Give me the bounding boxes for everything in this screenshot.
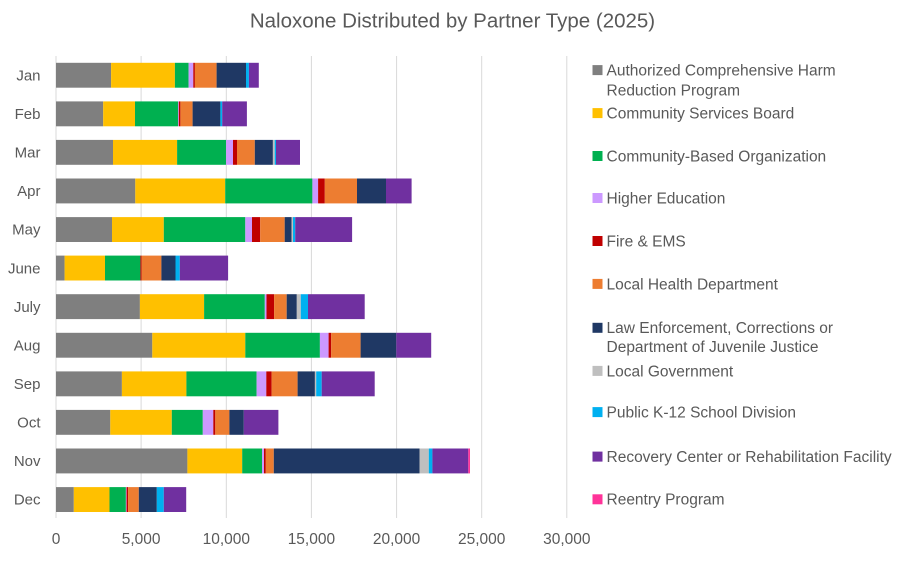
svg-text:Community-Based Organization: Community-Based Organization (607, 148, 827, 165)
svg-text:Nov: Nov (14, 453, 41, 470)
svg-text:May: May (12, 222, 41, 239)
svg-text:Oct: Oct (17, 415, 41, 432)
svg-text:20,000: 20,000 (373, 531, 421, 548)
svg-text:Authorized Comprehensive Harm: Authorized Comprehensive Harm (607, 63, 836, 80)
svg-text:10,000: 10,000 (203, 531, 251, 548)
svg-text:15,000: 15,000 (288, 531, 336, 548)
svg-text:Naloxone Distributed by Partne: Naloxone Distributed by Partner Type (20… (250, 10, 655, 33)
svg-text:Fire & EMS: Fire & EMS (607, 233, 686, 250)
svg-text:Jan: Jan (16, 68, 40, 85)
svg-text:June: June (8, 260, 41, 277)
svg-text:Feb: Feb (15, 106, 41, 123)
svg-text:30,000: 30,000 (543, 531, 591, 548)
svg-text:Public K-12 School Division: Public K-12 School Division (607, 405, 797, 422)
svg-text:5,000: 5,000 (122, 531, 161, 548)
svg-text:Dec: Dec (14, 492, 41, 509)
svg-text:Community Services Board: Community Services Board (607, 106, 795, 123)
svg-text:Sep: Sep (14, 376, 41, 393)
svg-text:Local Government: Local Government (607, 363, 734, 380)
svg-text:Aug: Aug (14, 337, 41, 354)
svg-text:Department of Juvenile Justice: Department of Juvenile Justice (607, 339, 819, 356)
svg-text:Local Health Department: Local Health Department (607, 276, 779, 293)
svg-text:Recovery Center or Rehabilitat: Recovery Center or Rehabilitation Facili… (607, 449, 892, 466)
svg-text:25,000: 25,000 (458, 531, 506, 548)
svg-text:Higher Education: Higher Education (607, 190, 726, 207)
svg-text:0: 0 (52, 531, 61, 548)
svg-text:Reduction Program: Reduction Program (607, 83, 741, 100)
svg-text:Apr: Apr (17, 183, 40, 200)
svg-text:July: July (14, 299, 41, 316)
svg-text:Mar: Mar (15, 145, 41, 162)
svg-text:Law Enforcement, Corrections o: Law Enforcement, Corrections or (607, 320, 834, 337)
svg-text:Reentry Program: Reentry Program (607, 492, 725, 509)
